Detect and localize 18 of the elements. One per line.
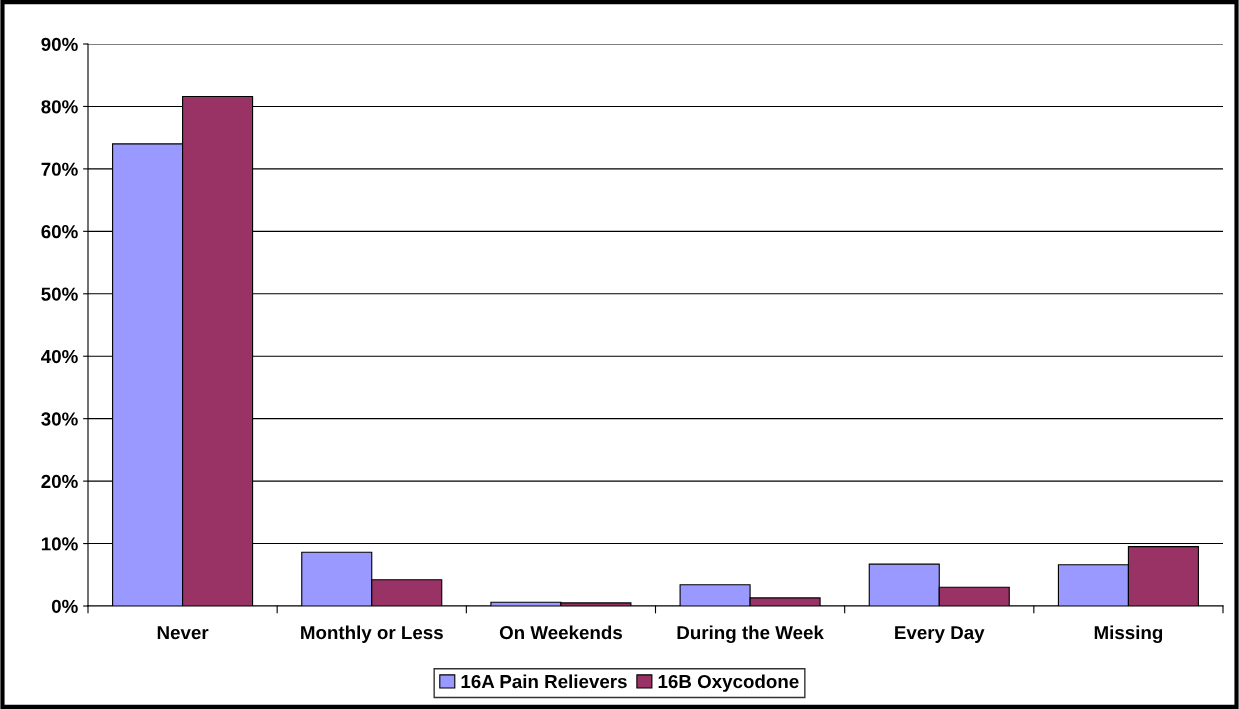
x-tick-label: On Weekends [499, 625, 622, 640]
x-tick-label: Missing [1094, 625, 1163, 644]
y-tick-label: 30% [41, 412, 78, 426]
y-tick-label: 10% [41, 537, 78, 551]
x-tick-label: Never [157, 626, 209, 640]
x-tick-label: During the Week [677, 625, 824, 644]
y-tick-label: 90% [41, 37, 78, 51]
y-tick-label: 0% [51, 599, 78, 613]
legend-label: 16B Oxycodone [658, 674, 799, 692]
x-tick-label: Every Day [895, 626, 985, 643]
y-tick-label: 40% [41, 349, 78, 364]
y-tick-label: 70% [41, 162, 78, 176]
y-tick-label: 20% [41, 474, 78, 489]
x-tick-label: Monthly or Less [301, 625, 443, 643]
y-tick-label: 80% [41, 100, 78, 114]
y-tick-label: 50% [41, 287, 78, 301]
legend-label: 16A Pain Relievers [461, 674, 627, 689]
y-tick-label: 60% [41, 225, 78, 239]
